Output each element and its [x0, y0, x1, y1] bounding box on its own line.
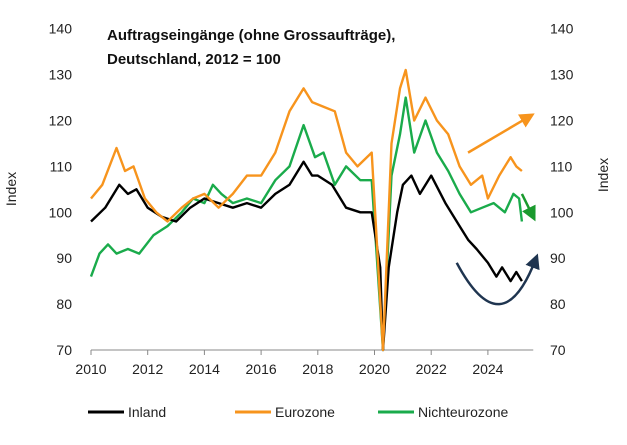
- x-tick-label: 2020: [359, 361, 390, 377]
- y-axis-label-right: Index: [595, 158, 611, 192]
- y-tick-label-left: 90: [56, 250, 72, 266]
- y-tick-label-left: 120: [49, 113, 73, 129]
- arrow-down-annotation-icon: [520, 193, 536, 222]
- legend-label: Nichteurozone: [418, 404, 508, 420]
- x-tick-label: 2010: [75, 361, 106, 377]
- y-tick-label-left: 110: [50, 158, 73, 174]
- y-tick-label-left: 80: [56, 296, 72, 312]
- y-tick-label-left: 100: [49, 204, 73, 220]
- series-line-nichteurozone: [89, 96, 524, 352]
- arrow-up-annotation-icon: [467, 113, 535, 154]
- x-tick-label: 2012: [132, 361, 163, 377]
- y-tick-label-left: 70: [56, 342, 72, 358]
- legend-label: Inland: [128, 404, 166, 420]
- x-tick-label: 2024: [472, 361, 503, 377]
- x-tick-label: 2022: [416, 361, 447, 377]
- x-tick-label: 2016: [246, 361, 277, 377]
- x-tick-label: 2014: [189, 361, 220, 377]
- y-tick-label-left: 130: [49, 67, 73, 83]
- series-line-eurozone: [90, 68, 523, 352]
- y-tick-label-right: 90: [550, 250, 566, 266]
- chart-title-line2: Deutschland, 2012 = 100: [107, 51, 281, 68]
- y-tick-label-left: 140: [49, 21, 73, 37]
- y-axis-label-left: Index: [3, 172, 19, 206]
- series-line-inland: [90, 160, 523, 352]
- y-tick-label-right: 80: [550, 296, 566, 312]
- y-tick-label-right: 100: [550, 204, 574, 220]
- x-tick-label: 2018: [302, 361, 333, 377]
- y-tick-label-right: 130: [550, 67, 574, 83]
- y-tick-label-right: 120: [550, 113, 574, 129]
- y-tick-label-right: 110: [550, 158, 573, 174]
- chart-title-line1: Auftragseingänge (ohne Grossaufträge),: [107, 27, 395, 44]
- legend-label: Eurozone: [275, 404, 335, 420]
- y-tick-label-right: 140: [550, 21, 574, 37]
- curved-arrow-annotation-icon: [455, 253, 540, 306]
- y-tick-label-right: 70: [550, 342, 566, 358]
